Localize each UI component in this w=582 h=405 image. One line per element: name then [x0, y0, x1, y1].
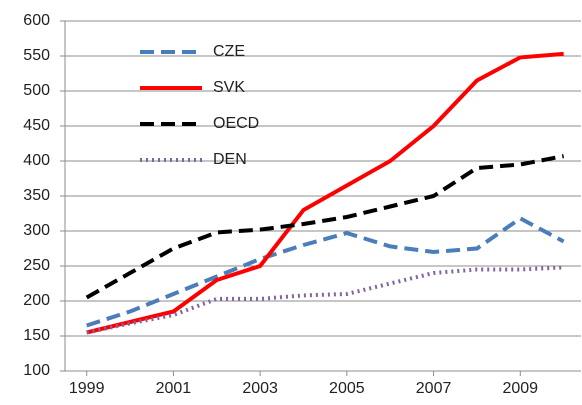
x-tick-label: 2005 [329, 380, 365, 397]
y-tick-label: 350 [23, 187, 50, 204]
x-tick-label: 1999 [69, 380, 105, 397]
y-tick-label: 100 [23, 362, 50, 379]
y-tick-label: 400 [23, 152, 50, 169]
series-line [86, 216, 565, 328]
x-tick-label: 2003 [242, 380, 278, 397]
y-tick-label: 250 [23, 257, 50, 274]
legend-label: OECD [213, 115, 259, 132]
x-tick-label: 2007 [416, 380, 452, 397]
y-tick-label: 500 [23, 82, 50, 99]
series-line [85, 154, 565, 300]
y-tick-label: 550 [23, 47, 50, 64]
y-tick-label: 300 [23, 222, 50, 239]
x-tick-label: 2009 [502, 380, 538, 397]
y-tick-label: 450 [23, 117, 50, 134]
y-tick-label: 150 [23, 327, 50, 344]
y-tick-label: 200 [23, 292, 50, 309]
x-tick-label: 2001 [156, 380, 192, 397]
legend-label: DEN [213, 151, 247, 168]
legend-label: SVK [213, 79, 245, 96]
y-tick-label: 600 [23, 12, 50, 29]
legend-label: CZE [213, 43, 245, 60]
series-line [86, 51, 564, 335]
